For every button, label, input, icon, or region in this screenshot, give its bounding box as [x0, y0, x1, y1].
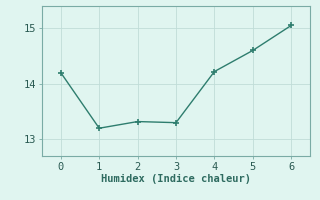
X-axis label: Humidex (Indice chaleur): Humidex (Indice chaleur)	[101, 174, 251, 184]
